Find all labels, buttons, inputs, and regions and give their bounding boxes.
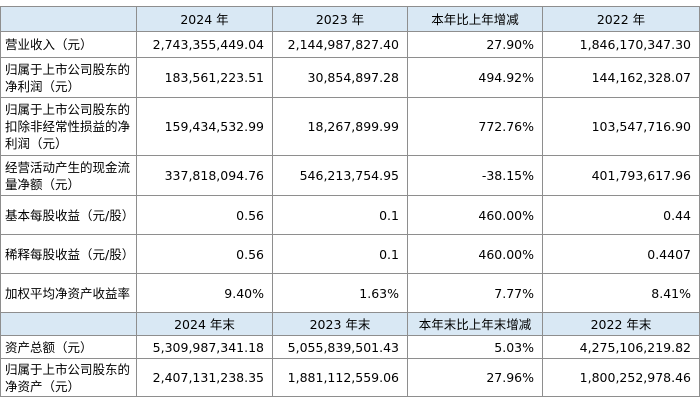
value-cell: 27.96% [407, 358, 543, 397]
table-row: 加权平均净资产收益率 9.40% 1.63% 7.77% 8.41% [0, 273, 700, 313]
table-row: 营业收入（元） 2,743,355,449.04 2,144,987,827.4… [0, 31, 700, 58]
header-cell: 2022 年末 [542, 312, 700, 336]
header-cell: 2023 年末 [272, 312, 408, 336]
row-label: 加权平均净资产收益率 [0, 273, 137, 313]
value-cell: 5,055,839,501.43 [272, 335, 408, 359]
header-cell: 2023 年 [272, 6, 408, 32]
value-cell: 9.40% [136, 273, 273, 313]
table-row: 资产总额（元） 5,309,987,341.18 5,055,839,501.4… [0, 335, 700, 359]
value-cell: -38.15% [407, 155, 543, 196]
table-row: 归属于上市公司股东的净资产（元） 2,407,131,238.35 1,881,… [0, 358, 700, 397]
value-cell: 0.4407 [542, 234, 700, 274]
header-cell: 2022 年 [542, 6, 700, 32]
value-cell: 0.1 [272, 195, 408, 235]
value-cell: 337,818,094.76 [136, 155, 273, 196]
table-header-row: 2024 年 2023 年 本年比上年增减 2022 年 [0, 6, 700, 32]
value-cell: 401,793,617.96 [542, 155, 700, 196]
value-cell: 1.63% [272, 273, 408, 313]
row-label: 经营活动产生的现金流量净额（元） [0, 155, 137, 196]
table-row: 稀释每股收益（元/股） 0.56 0.1 460.00% 0.4407 [0, 234, 700, 274]
value-cell: 5.03% [407, 335, 543, 359]
value-cell: 1,881,112,559.06 [272, 358, 408, 397]
value-cell: 460.00% [407, 234, 543, 274]
row-label: 营业收入（元） [0, 31, 137, 58]
value-cell: 0.56 [136, 234, 273, 274]
row-label: 稀释每股收益（元/股） [0, 234, 137, 274]
header-cell: 本年比上年增减 [407, 6, 543, 32]
value-cell: 546,213,754.95 [272, 155, 408, 196]
row-label: 基本每股收益（元/股） [0, 195, 137, 235]
table-row: 经营活动产生的现金流量净额（元） 337,818,094.76 546,213,… [0, 155, 700, 196]
header-cell [0, 6, 137, 32]
header-cell: 本年末比上年末增减 [407, 312, 543, 336]
value-cell: 7.77% [407, 273, 543, 313]
value-cell: 5,309,987,341.18 [136, 335, 273, 359]
value-cell: 1,846,170,347.30 [542, 31, 700, 58]
value-cell: 772.76% [407, 97, 543, 156]
value-cell: 1,800,252,978.46 [542, 358, 700, 397]
value-cell: 460.00% [407, 195, 543, 235]
row-label: 归属于上市公司股东的净资产（元） [0, 358, 137, 397]
value-cell: 0.56 [136, 195, 273, 235]
row-label: 归属于上市公司股东的净利润（元） [0, 57, 137, 98]
table-row: 归属于上市公司股东的净利润（元） 183,561,223.51 30,854,8… [0, 57, 700, 98]
value-cell: 30,854,897.28 [272, 57, 408, 98]
value-cell: 2,144,987,827.40 [272, 31, 408, 58]
value-cell: 8.41% [542, 273, 700, 313]
table-row: 归属于上市公司股东的扣除非经常性损益的净利润（元） 159,434,532.99… [0, 97, 700, 156]
value-cell: 27.90% [407, 31, 543, 58]
table-header-row: 2024 年末 2023 年末 本年末比上年末增减 2022 年末 [0, 312, 700, 336]
value-cell: 0.44 [542, 195, 700, 235]
header-cell: 2024 年 [136, 6, 273, 32]
header-cell: 2024 年末 [136, 312, 273, 336]
header-cell [0, 312, 137, 336]
value-cell: 4,275,106,219.82 [542, 335, 700, 359]
row-label: 资产总额（元） [0, 335, 137, 359]
financial-summary-table: 2024 年 2023 年 本年比上年增减 2022 年 营业收入（元） 2,7… [0, 6, 700, 397]
value-cell: 0.1 [272, 234, 408, 274]
row-label: 归属于上市公司股东的扣除非经常性损益的净利润（元） [0, 97, 137, 156]
value-cell: 103,547,716.90 [542, 97, 700, 156]
value-cell: 144,162,328.07 [542, 57, 700, 98]
value-cell: 183,561,223.51 [136, 57, 273, 98]
value-cell: 18,267,899.99 [272, 97, 408, 156]
value-cell: 494.92% [407, 57, 543, 98]
value-cell: 159,434,532.99 [136, 97, 273, 156]
table-row: 基本每股收益（元/股） 0.56 0.1 460.00% 0.44 [0, 195, 700, 235]
value-cell: 2,407,131,238.35 [136, 358, 273, 397]
value-cell: 2,743,355,449.04 [136, 31, 273, 58]
